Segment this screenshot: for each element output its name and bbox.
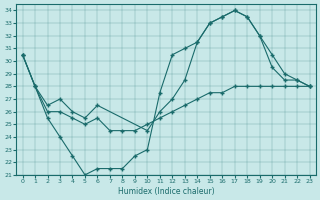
- X-axis label: Humidex (Indice chaleur): Humidex (Indice chaleur): [118, 187, 214, 196]
